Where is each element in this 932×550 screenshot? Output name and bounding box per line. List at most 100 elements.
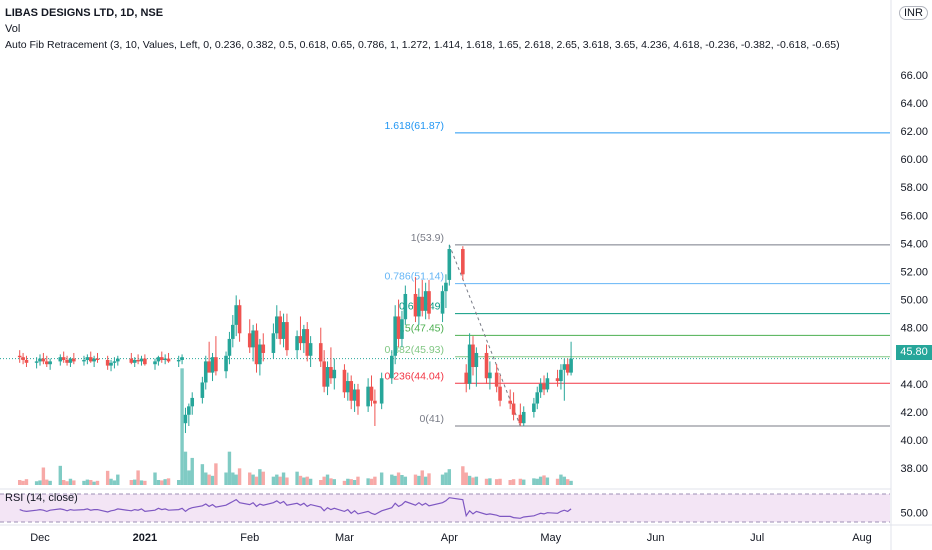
volume-bar — [24, 479, 29, 485]
candlesticks — [17, 244, 573, 434]
candle-body — [200, 382, 205, 398]
volume-bar — [474, 476, 479, 485]
y-tick-label: 58.00 — [900, 182, 928, 194]
volume-bar — [295, 471, 299, 485]
fib-level-label: 1.618(61.87) — [384, 120, 444, 132]
volume-bar — [214, 463, 218, 485]
candle-body — [322, 361, 326, 387]
volume-bar — [471, 477, 475, 485]
x-tick-label: Mar — [335, 532, 354, 544]
x-tick-label: Jul — [750, 532, 764, 544]
candle-body — [156, 357, 161, 362]
volume-bar — [305, 476, 309, 485]
candle-body — [85, 357, 90, 360]
volume-bar — [61, 480, 66, 485]
candle-body — [352, 389, 357, 401]
volume-bar — [494, 479, 499, 485]
volume-bar — [85, 479, 90, 485]
candle-body — [68, 358, 73, 363]
volume-bar — [156, 480, 161, 485]
candle-body — [281, 322, 286, 339]
volume-bar — [176, 480, 181, 485]
fib-level-label: 0.236(44.04) — [384, 370, 444, 382]
candle-body — [298, 336, 303, 344]
candle-body — [274, 316, 279, 334]
volume-bar — [224, 472, 228, 485]
volume-bar — [48, 480, 52, 485]
volume-bar — [116, 474, 120, 485]
rsi-axis-label: 50.00 — [900, 508, 928, 520]
candle-body — [44, 361, 49, 365]
candle-body — [413, 293, 418, 317]
candle-body — [34, 361, 39, 363]
candle-body — [440, 291, 445, 314]
candle-body — [187, 406, 191, 415]
y-tick-label: 66.00 — [900, 70, 928, 82]
volume-bar — [234, 474, 238, 485]
candle-body — [285, 322, 289, 351]
candle-body — [542, 383, 546, 390]
fib-level-label: 0.786(51.14) — [384, 271, 444, 283]
volume-bar — [231, 472, 235, 485]
candle-body — [535, 392, 540, 404]
volume-bar — [160, 480, 164, 485]
volume-bar — [180, 368, 184, 485]
candle-body — [318, 343, 323, 362]
currency-badge[interactable]: INR — [899, 6, 928, 20]
volume-bar — [89, 480, 93, 485]
candle-body — [565, 364, 570, 373]
volume-bar — [518, 478, 523, 485]
volume-bar — [393, 475, 397, 485]
volume-bar — [190, 457, 194, 485]
y-tick-label: 64.00 — [900, 98, 928, 110]
volume-bar — [373, 476, 377, 485]
y-tick-label: 62.00 — [900, 126, 928, 138]
volume-bar — [342, 480, 347, 485]
candle-body — [176, 359, 181, 362]
volume-bar — [251, 474, 255, 485]
candle-body — [356, 389, 360, 407]
candle-body — [329, 367, 333, 379]
volume-bar — [545, 477, 550, 485]
candle-body — [521, 411, 526, 424]
candle-body — [555, 378, 560, 382]
y-tick-label: 42.00 — [900, 407, 928, 419]
volume-bar — [275, 474, 279, 485]
candle-body — [484, 352, 489, 379]
volume-bar — [248, 472, 252, 485]
volume-bar — [329, 478, 333, 485]
volume-bar — [187, 470, 191, 485]
candle-body — [227, 338, 232, 356]
candle-body — [403, 293, 408, 320]
candle-body — [21, 357, 25, 360]
candle-body — [295, 336, 299, 351]
volume-bars — [18, 368, 573, 485]
candle-body — [116, 358, 120, 362]
y-tick-label: 54.00 — [900, 238, 928, 250]
candle-body — [464, 372, 469, 384]
candle-body — [467, 344, 472, 384]
x-tick-label: Jun — [647, 532, 665, 544]
volume-bar — [369, 478, 374, 485]
volume-bar — [298, 475, 303, 485]
candle-body — [325, 367, 330, 387]
candle-body — [129, 358, 134, 363]
fib-trend-line — [448, 244, 521, 427]
candle-body — [58, 357, 63, 362]
volume-bar — [139, 480, 144, 485]
x-tick-label: 2021 — [133, 532, 157, 544]
volume-bar — [21, 480, 25, 485]
fib-level-label: 1(53.9) — [411, 232, 444, 244]
candle-body — [474, 352, 479, 368]
volume-bar — [413, 474, 418, 485]
fib-level-label: 0(41) — [419, 413, 444, 425]
volume-bar — [427, 473, 431, 485]
candle-body — [203, 361, 208, 383]
candle-body — [24, 359, 29, 363]
volume-bar — [278, 476, 282, 485]
candle-body — [159, 357, 164, 360]
x-tick-label: May — [540, 532, 561, 544]
candle-body — [494, 372, 499, 387]
volume-bar — [464, 472, 468, 485]
